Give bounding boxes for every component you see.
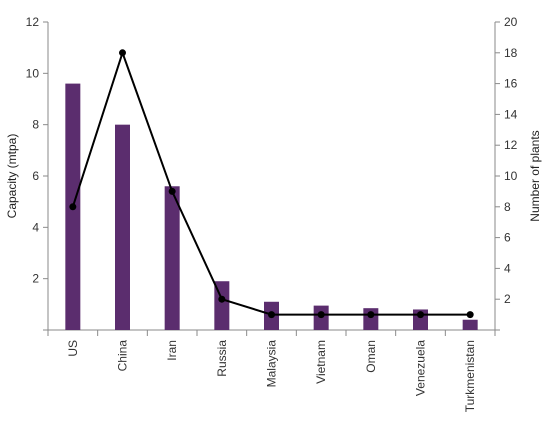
y2-tick-label: 12 (504, 138, 518, 152)
plants-point-vietnam (317, 311, 325, 319)
x-tick-label: Iran (165, 340, 179, 361)
y2-tick-label: 2 (504, 292, 511, 306)
y-tick-label: 10 (26, 66, 40, 80)
plants-point-iran (168, 187, 176, 195)
plants-line (71, 49, 471, 316)
bar-turkmenistan (462, 319, 478, 330)
plants-point-oman (367, 311, 375, 319)
plants-point-china (119, 49, 126, 57)
y2-tick-label: 16 (504, 77, 518, 91)
y2-tick-label: 20 (504, 15, 518, 29)
bars (65, 83, 478, 331)
x-tick-label: Russia (215, 340, 229, 377)
axes (43, 21, 500, 336)
x-tick-label: US (66, 340, 80, 357)
y-tick-label: 4 (32, 220, 39, 234)
y-tick-label: 12 (26, 15, 40, 29)
y2-tick-label: 10 (504, 169, 518, 183)
y-tick-label: 2 (32, 272, 39, 286)
y-tick-label: 6 (32, 169, 39, 183)
y2-tick-label: 4 (504, 261, 511, 275)
tick-labels: 2 4 6 8 10 12 2 4 6 8 10 12 14 16 18 20 US China Iran Russi… (26, 15, 518, 412)
x-tick-label: Oman (364, 340, 378, 373)
plants-point-russia (218, 295, 226, 303)
plants-point-malaysia (268, 311, 275, 319)
plants-point-us (69, 203, 77, 211)
x-tick-label: Vietnam (314, 340, 328, 384)
bar-china (115, 124, 130, 331)
plants-point-venezuela (417, 311, 424, 319)
x-tick-label: Turkmenistan (463, 340, 477, 412)
x-tick-label: China (116, 340, 130, 372)
y2-tick-label: 8 (504, 200, 511, 214)
y-tick-label: 8 (32, 118, 39, 132)
line-series (69, 49, 474, 319)
y2-tick-label: 18 (504, 46, 518, 60)
x-tick-label: Venezuela (414, 340, 428, 396)
x-tick-label: Malaysia (265, 340, 279, 388)
bar-iran (164, 186, 180, 330)
y2-axis-title: Number of plants (528, 130, 542, 221)
plants-point-turkmenistan (466, 311, 474, 319)
y2-tick-label: 6 (504, 231, 511, 245)
y2-tick-label: 14 (504, 107, 518, 121)
y-axis-title: Capacity (mtpa) (5, 134, 19, 219)
